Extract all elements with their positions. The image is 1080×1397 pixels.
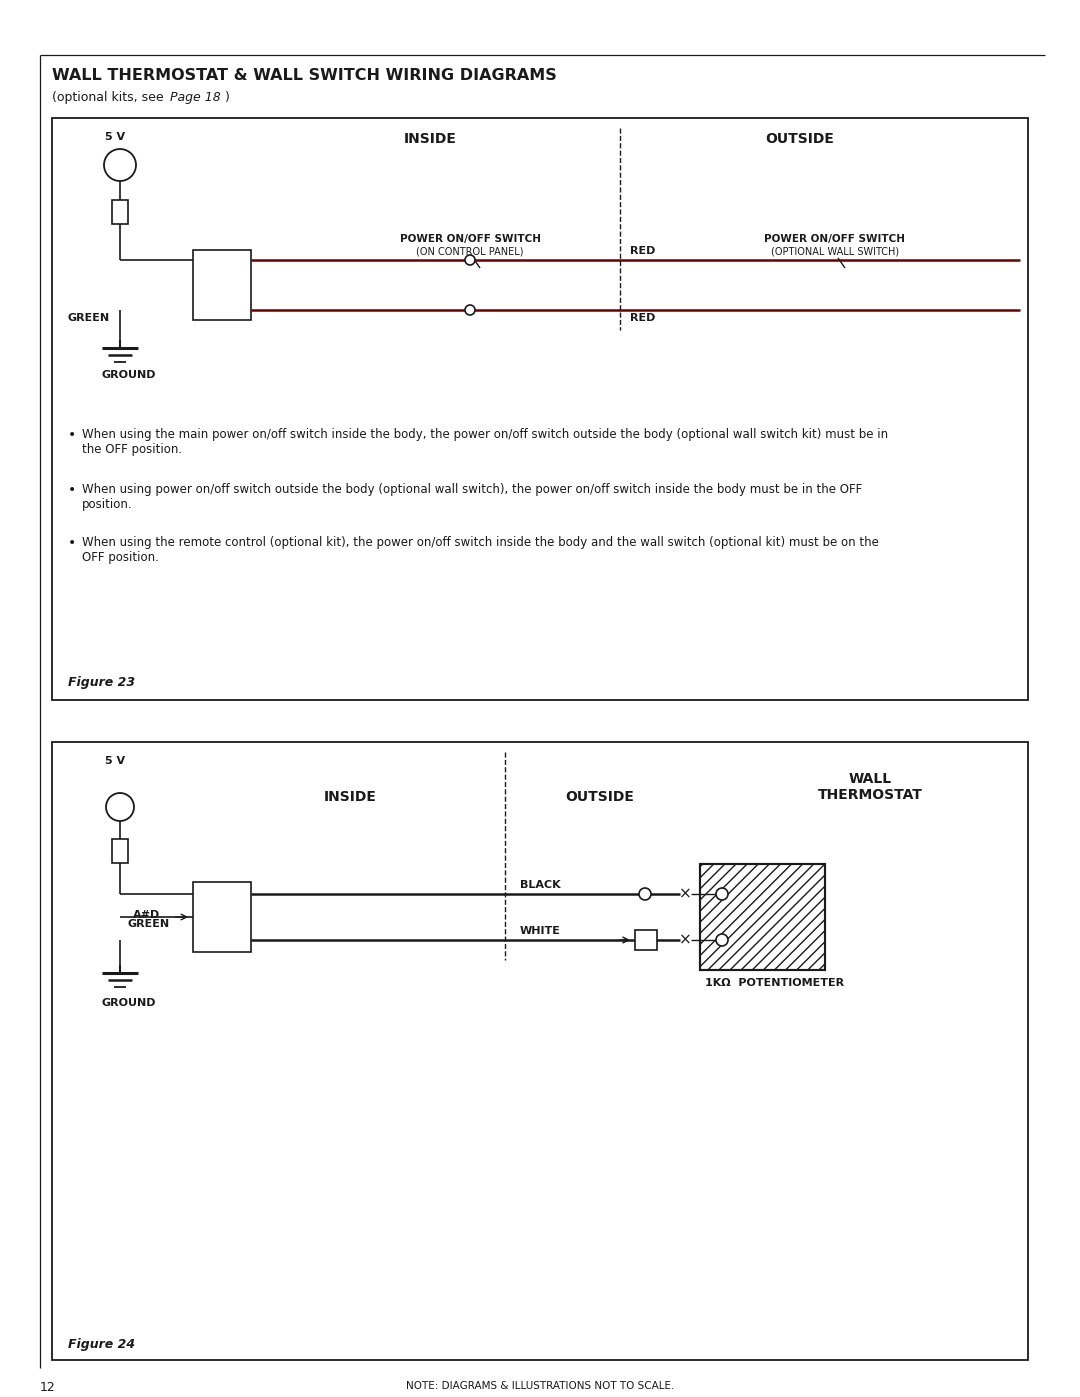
Bar	[52, 742, 1028, 1361]
Text: 1KΩ  POTENTIOMETER: 1KΩ POTENTIOMETER	[705, 978, 845, 988]
Text: A#D: A#D	[133, 909, 160, 921]
Text: (OPTIONAL WALL SWITCH): (OPTIONAL WALL SWITCH)	[771, 247, 899, 257]
Text: POWER ON/OFF SWITCH: POWER ON/OFF SWITCH	[400, 235, 540, 244]
Text: Figure 23: Figure 23	[68, 676, 135, 689]
Text: When using power on/off switch outside the body (optional wall switch), the powe: When using power on/off switch outside t…	[82, 483, 862, 511]
Bar	[52, 117, 1028, 700]
Text: GREEN: GREEN	[129, 919, 171, 929]
Text: POWER ON/OFF SWITCH: POWER ON/OFF SWITCH	[765, 235, 905, 244]
Bar	[700, 863, 825, 970]
Text: RED: RED	[630, 246, 656, 256]
Text: (optional kits, see: (optional kits, see	[52, 91, 167, 103]
Text: GROUND: GROUND	[102, 370, 157, 380]
Text: •: •	[68, 427, 77, 441]
Text: •: •	[68, 536, 77, 550]
Text: NOTE: DIAGRAMS & ILLUSTRATIONS NOT TO SCALE.: NOTE: DIAGRAMS & ILLUSTRATIONS NOT TO SC…	[406, 1382, 674, 1391]
Circle shape	[639, 888, 651, 900]
Text: Figure 24: Figure 24	[68, 1338, 135, 1351]
Text: OUTSIDE: OUTSIDE	[566, 789, 634, 805]
Text: ×: ×	[678, 887, 691, 901]
Text: WALL: WALL	[849, 773, 892, 787]
Circle shape	[104, 149, 136, 182]
Text: WALL THERMOSTAT & WALL SWITCH WIRING DIAGRAMS: WALL THERMOSTAT & WALL SWITCH WIRING DIA…	[52, 68, 557, 82]
Bar	[112, 840, 129, 863]
Text: 5 V: 5 V	[105, 756, 125, 766]
Bar	[635, 930, 657, 950]
Circle shape	[716, 888, 728, 900]
Bar	[193, 250, 251, 320]
Text: ×: ×	[678, 933, 691, 947]
Text: OUTSIDE: OUTSIDE	[766, 131, 835, 147]
Text: INSIDE: INSIDE	[324, 789, 377, 805]
Text: GROUND: GROUND	[102, 997, 157, 1009]
Text: GREEN: GREEN	[68, 313, 110, 323]
Text: ): )	[225, 91, 230, 103]
Text: RED: RED	[630, 313, 656, 323]
Text: When using the remote control (optional kit), the power on/off switch inside the: When using the remote control (optional …	[82, 536, 879, 564]
Text: BLACK: BLACK	[519, 880, 561, 890]
Text: 12: 12	[40, 1382, 56, 1394]
Circle shape	[716, 935, 728, 946]
Text: •: •	[68, 483, 77, 497]
Text: (ON CONTROL PANEL): (ON CONTROL PANEL)	[416, 247, 524, 257]
Text: 5 V: 5 V	[105, 131, 125, 142]
Text: INSIDE: INSIDE	[404, 131, 457, 147]
Bar	[700, 863, 825, 970]
Bar	[112, 200, 129, 224]
Text: When using the main power on/off switch inside the body, the power on/off switch: When using the main power on/off switch …	[82, 427, 888, 455]
Text: THERMOSTAT: THERMOSTAT	[818, 788, 922, 802]
Circle shape	[465, 305, 475, 314]
Circle shape	[106, 793, 134, 821]
Bar	[193, 882, 251, 951]
Text: WHITE: WHITE	[519, 926, 561, 936]
Text: Page 18: Page 18	[170, 91, 220, 103]
Circle shape	[465, 256, 475, 265]
